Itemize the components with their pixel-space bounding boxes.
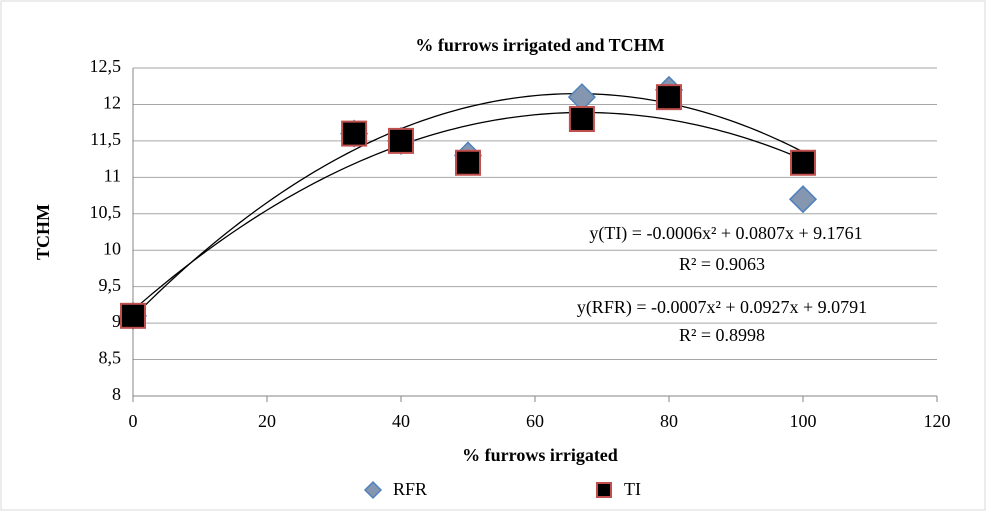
y-tick-label: 12,5 (90, 56, 122, 76)
x-tick-label: 120 (924, 411, 951, 431)
trend-equation: y(TI) = -0.0006x² + 0.0807x + 9.1761 (589, 223, 862, 244)
y-tick-label: 10,5 (90, 202, 122, 222)
point (656, 84, 682, 111)
point (455, 149, 481, 176)
y-axis-label: TCHM (33, 204, 53, 260)
x-tick-label: 40 (392, 411, 410, 431)
legend-marker (363, 480, 383, 500)
legend-label: RFR (393, 479, 427, 499)
x-tick-label: 0 (129, 411, 138, 431)
x-axis-label: % furrows irrigated (462, 445, 618, 465)
trend-equation: y(RFR) = -0.0007x² + 0.0927x + 9.0791 (577, 297, 867, 318)
y-tick-label: 11 (104, 165, 121, 185)
y-tick-label: 9,5 (99, 275, 122, 295)
point (120, 302, 146, 329)
trend-r2: R² = 0.9063 (679, 254, 765, 274)
y-tick-label: 12 (103, 93, 121, 113)
point (568, 106, 595, 133)
x-tick-label: 100 (790, 411, 817, 431)
trend-r2: R² = 0.8998 (679, 325, 765, 345)
trendline (132, 111, 804, 311)
trendline (132, 92, 804, 318)
point (788, 185, 818, 214)
y-tick-label: 11,5 (90, 129, 121, 149)
x-tick-label: 80 (660, 411, 678, 431)
legend-marker (596, 482, 612, 498)
y-tick-label: 9 (112, 311, 121, 331)
x-tick-label: 20 (258, 411, 276, 431)
point (790, 149, 816, 176)
chart-title: % furrows irrigated and TCHM (415, 35, 664, 55)
legend-label: TI (624, 479, 641, 499)
point (341, 120, 368, 147)
y-tick-label: 8,5 (99, 348, 122, 368)
point (388, 127, 414, 154)
y-tick-label: 10 (103, 238, 121, 258)
x-tick-label: 60 (526, 411, 544, 431)
y-tick-label: 8 (112, 384, 121, 404)
